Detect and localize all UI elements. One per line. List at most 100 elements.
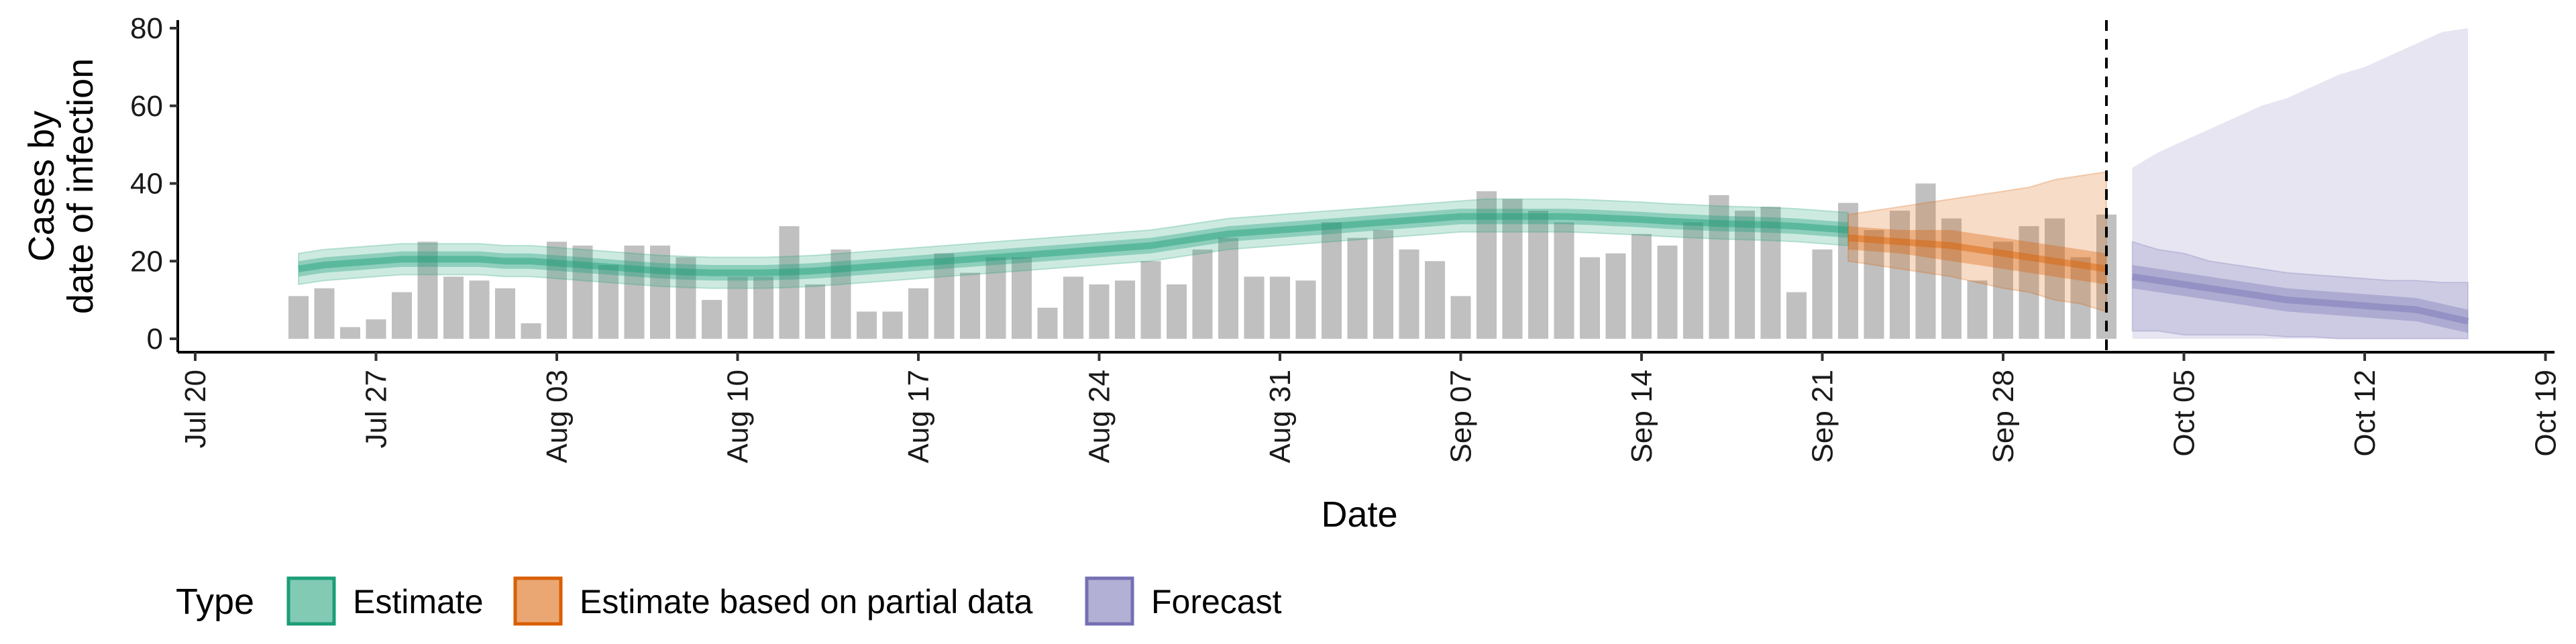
- bar: [1114, 280, 1136, 339]
- bar: [1709, 195, 1729, 339]
- legend-label: Estimate based on partial data: [580, 583, 1033, 621]
- band-inner: [299, 209, 1848, 281]
- bar: [2070, 257, 2091, 339]
- bar: [1734, 211, 1756, 339]
- bar: [985, 257, 1006, 339]
- x-tick-label: Sep 21: [1807, 370, 1839, 463]
- bar: [417, 241, 438, 339]
- bar: [1682, 222, 1704, 339]
- x-tick-label: Jul 20: [179, 370, 212, 448]
- bar: [1760, 207, 1781, 339]
- bar: [1347, 237, 1368, 339]
- y-tick-label: 40: [130, 168, 163, 201]
- bar: [959, 272, 981, 339]
- bar: [676, 257, 696, 339]
- y-axis-title-line: date of infection: [60, 58, 101, 314]
- x-tick-label: Oct 12: [2349, 370, 2381, 457]
- bars: [288, 183, 2117, 339]
- y-tick-label: 20: [130, 245, 163, 278]
- bar: [779, 226, 800, 339]
- series-estimate: [298, 198, 1849, 289]
- bar: [1812, 249, 1833, 339]
- x-tick-label: Oct 05: [2168, 370, 2201, 457]
- legend: Type Estimate Estimate based on partial da…: [176, 576, 1282, 626]
- bar: [1244, 276, 1265, 339]
- bar: [1373, 229, 1394, 339]
- bar: [701, 300, 722, 339]
- bar: [494, 288, 516, 339]
- bar: [1399, 249, 1419, 339]
- median-line: [2131, 273, 2469, 325]
- y-tick-label: 80: [130, 12, 163, 45]
- median-line: [298, 213, 1849, 276]
- bar: [1786, 292, 1807, 339]
- legend-label: Estimate: [353, 583, 484, 621]
- x-tick-label: Aug 24: [1083, 370, 1116, 463]
- band-inner: [1848, 226, 2106, 284]
- bar: [366, 319, 386, 339]
- band-outer: [2131, 240, 2469, 339]
- x-tick-label: Aug 31: [1264, 370, 1297, 463]
- legend-key: [1085, 576, 1134, 626]
- bar: [1631, 233, 1652, 339]
- bar: [2044, 218, 2065, 339]
- bar: [908, 288, 929, 339]
- bar: [856, 311, 877, 339]
- bar: [1554, 222, 1574, 339]
- bar: [882, 311, 903, 339]
- bar: [288, 296, 309, 339]
- y-axis-title: Cases bydate of infection: [21, 58, 101, 314]
- bar: [624, 246, 645, 339]
- legend-key: [286, 576, 336, 626]
- y-tick-label: 60: [130, 90, 163, 123]
- bar: [598, 265, 619, 339]
- bar: [753, 276, 774, 339]
- series-forecast: [2131, 28, 2469, 339]
- bar: [469, 280, 490, 339]
- bar: [727, 276, 748, 339]
- band-inner: [2132, 265, 2468, 333]
- x-tick-label: Aug 17: [902, 370, 935, 463]
- y-tick-label: 0: [147, 323, 163, 356]
- bar: [546, 241, 568, 339]
- bar: [1941, 218, 1962, 339]
- legend-key: [513, 576, 563, 626]
- bar: [1579, 257, 1601, 339]
- bar: [1089, 284, 1110, 339]
- x-tick-label: Sep 14: [1625, 370, 1658, 463]
- x-tick-label: Oct 19: [2530, 370, 2563, 457]
- bar: [1424, 261, 1446, 339]
- bar: [1502, 199, 1523, 339]
- median-line: [1847, 234, 2107, 272]
- bar: [1269, 276, 1291, 339]
- bar: [1166, 284, 1187, 339]
- bar: [649, 246, 671, 339]
- legend-title: Type: [176, 582, 254, 622]
- bar: [1527, 211, 1549, 339]
- bar: [1657, 246, 1678, 339]
- bar: [572, 246, 593, 339]
- bar: [1605, 253, 1626, 339]
- legend-label: Forecast: [1151, 583, 1282, 621]
- bar: [2019, 226, 2039, 339]
- bar: [1063, 276, 1084, 339]
- bar: [1218, 237, 1239, 339]
- x-axis-title: Date: [1321, 494, 1397, 535]
- bar: [1864, 229, 1884, 339]
- bar: [339, 327, 361, 339]
- bar: [1037, 307, 1058, 339]
- bar: [934, 253, 955, 339]
- bar: [1915, 183, 1936, 339]
- bar: [830, 249, 851, 339]
- x-tick-label: Aug 03: [541, 370, 574, 463]
- x-tick-label: Sep 07: [1445, 370, 1478, 463]
- bar: [1321, 222, 1342, 339]
- bar: [1476, 191, 1497, 339]
- bar: [1992, 241, 2014, 339]
- bar: [1192, 249, 1213, 339]
- band-90: [2132, 28, 2468, 339]
- bar: [1011, 257, 1032, 339]
- band-outer: [298, 198, 1849, 289]
